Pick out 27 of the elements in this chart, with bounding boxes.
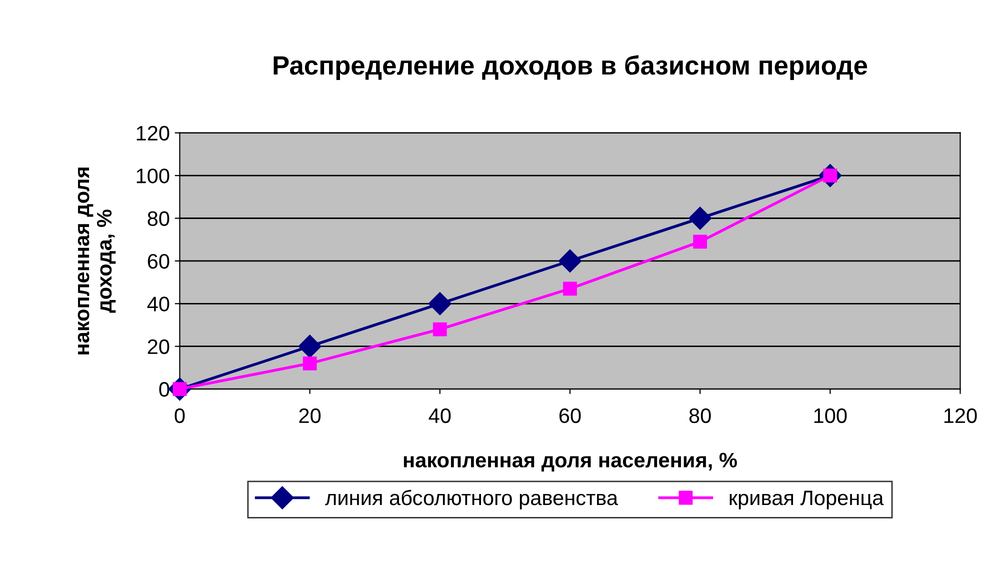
chart-title: Распределение доходов в базисном периоде [274, 55, 868, 80]
x-tick-label: 120 [944, 408, 977, 424]
point [563, 282, 577, 296]
y-tick-label: 0 [159, 382, 170, 397]
x-axis-title: накопленная доля населения, % [404, 452, 737, 472]
x-tick-label: 100 [814, 408, 847, 424]
point [558, 249, 582, 272]
y-tick-label: 60 [148, 254, 170, 269]
point [428, 292, 452, 316]
x-tick-label: 60 [559, 408, 581, 424]
x-tick-label: 80 [689, 408, 711, 424]
legend-label: линия абсолютного равенства [325, 490, 618, 510]
y-tick-label: 20 [148, 339, 170, 354]
point [688, 206, 712, 230]
legend-label: кривая Лоренца [730, 490, 884, 510]
point [432, 322, 447, 336]
x-tick-label: 20 [299, 408, 321, 424]
y-tick-label: 80 [148, 211, 170, 226]
point [302, 356, 317, 370]
y-axis-title: накопленная доля дохода, % [78, 168, 116, 354]
x-tick-label: 40 [428, 408, 451, 424]
y-tick-label: 120 [136, 126, 170, 141]
point [298, 334, 322, 358]
y-tick-label: 100 [136, 168, 170, 184]
y-tick-label: 40 [147, 296, 170, 312]
x-tick-label: 0 [174, 408, 185, 424]
point [693, 234, 708, 249]
